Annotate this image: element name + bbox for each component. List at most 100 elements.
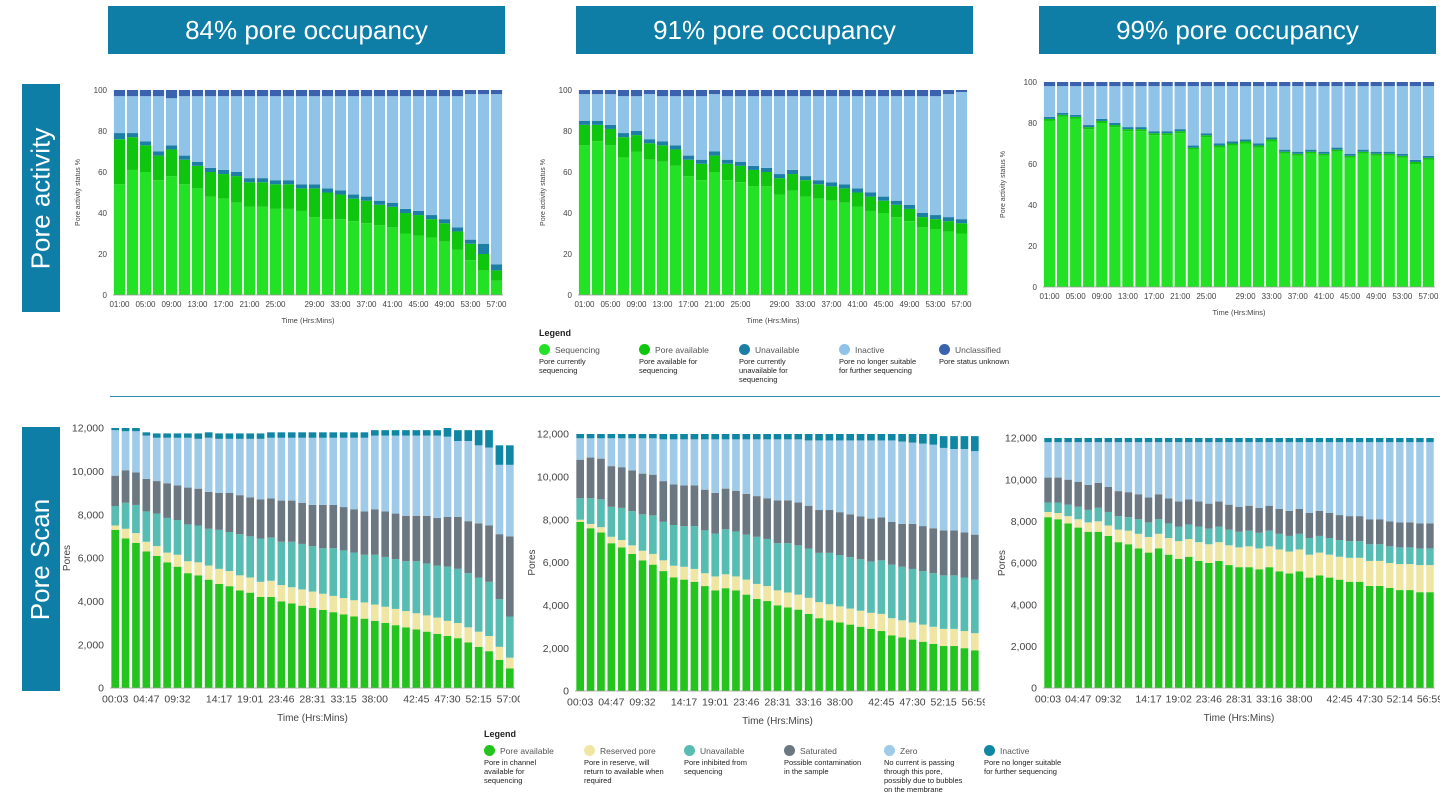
bar-segment-reserved-pore — [1074, 519, 1082, 528]
bar-segment-pore-available — [1370, 153, 1382, 156]
bar-segment-reserved-pore — [607, 536, 616, 544]
bar-segment-inactive — [178, 96, 191, 156]
bar-segment-pore-available — [1054, 519, 1062, 688]
bar-segment-pore-available — [490, 270, 503, 281]
bar-segment-inactive — [438, 96, 451, 220]
bar-segment-inactive — [191, 96, 204, 162]
bar-segment-inactive — [1215, 438, 1223, 443]
bar-segment-sequencing — [890, 217, 903, 295]
legend-item-inactive: Inactive Pore no longer suitable for fur… — [984, 745, 1084, 794]
bar-segment-inactive — [477, 94, 490, 244]
bar-segment-unavailable — [1044, 502, 1052, 512]
bar-segment-saturated — [454, 516, 462, 569]
bar-segment-pore-available — [708, 155, 721, 172]
bar-segment-reserved-pore — [804, 597, 813, 614]
bar-segment-inactive — [763, 434, 771, 440]
bar-segment-unavailable — [1135, 127, 1147, 130]
bar-segment-saturated — [184, 487, 192, 525]
bar-segment-zero — [474, 445, 483, 524]
bar-segment-saturated — [887, 521, 896, 565]
x-tick-label: 52:15 — [931, 697, 957, 709]
bar-segment-unclassified — [347, 90, 360, 97]
bar-segment-inactive — [1252, 86, 1265, 144]
bar-segment-pore-available — [1265, 567, 1273, 688]
bar-segment-reserved-pore — [1094, 521, 1102, 532]
bar-segment-zero — [402, 435, 410, 516]
bar-segment-unclassified — [464, 90, 477, 95]
bar-segment-zero — [1355, 442, 1364, 517]
bar-segment-unavailable — [1396, 153, 1408, 156]
bar-segment-inactive — [887, 434, 896, 441]
bar-segment-unavailable — [269, 180, 282, 185]
bar-segment-unclassified — [864, 90, 877, 97]
bar-segment-reserved-pore — [1335, 556, 1344, 580]
bar-segment-unclassified — [1226, 82, 1239, 87]
x-tick-label: 09:00 — [1092, 292, 1113, 301]
bar-segment-pore-available — [1396, 155, 1408, 158]
bar-segment-zero — [867, 440, 875, 519]
bar-segment-reserved-pore — [586, 523, 595, 529]
bar-segment-zero — [111, 430, 120, 476]
bar-segment-unavailable — [1426, 548, 1434, 566]
bar-segment-reserved-pore — [1124, 530, 1133, 545]
bar-segment-unavailable — [1239, 139, 1252, 142]
bar-segment-reserved-pore — [443, 620, 452, 636]
bar-segment-unclassified — [152, 90, 165, 97]
bar-segment-pore-available — [607, 543, 616, 691]
bar-segment-unclassified — [295, 90, 308, 97]
bar-segment-pore-available — [215, 584, 223, 688]
bar-segment-reserved-pore — [360, 602, 369, 619]
bar-segment-unavailable — [742, 534, 751, 580]
bar-segment-inactive — [617, 96, 630, 134]
bar-segment-sequencing — [425, 237, 438, 295]
bar-segment-pore-available — [747, 169, 760, 187]
bar-segment-sequencing — [695, 180, 708, 295]
bar-segment-reserved-pore — [1365, 560, 1374, 586]
bar-segment-saturated — [1285, 510, 1293, 536]
y-tick-label: 4,000 — [1011, 599, 1037, 611]
bar-segment-saturated — [1164, 498, 1173, 524]
x-tick-label: 09:00 — [161, 300, 182, 309]
bar-segment-reserved-pore — [1205, 544, 1213, 563]
bar-segment-unavailable — [308, 184, 321, 189]
bar-segment-inactive — [734, 96, 747, 162]
bar-segment-reserved-pore — [495, 646, 504, 660]
bar-segment-unavailable — [1406, 547, 1414, 565]
bar-segment-inactive — [243, 96, 256, 179]
bar-segment-inactive — [825, 96, 838, 183]
x-tick-label: 21:00 — [704, 300, 725, 309]
bar-segment-pore-available — [287, 603, 296, 688]
bar-segment-reserved-pore — [194, 562, 203, 576]
bar-segment-zero — [505, 464, 514, 537]
bar-segment-unavailable — [1344, 153, 1356, 156]
bar-segment-unavailable — [690, 526, 699, 569]
pore-activity-chart-84: 0 20 40 60 80 100 01:00 05:00 09:00 13:00 17:00 21:… — [75, 86, 507, 325]
side-label-pore-scan: Pore Scan — [22, 427, 60, 691]
y-tick-label: 60 — [98, 168, 107, 177]
bar-segment-unavailable — [505, 616, 514, 658]
bar-segment-inactive — [443, 428, 452, 437]
bar-segment-unavailable — [1054, 502, 1062, 513]
bar-segment-zero — [784, 439, 792, 501]
bar-segment-zero — [184, 437, 192, 488]
bar-segment-sequencing — [347, 221, 360, 295]
x-tick-label: 33:16 — [796, 697, 822, 709]
bar-segment-inactive — [464, 430, 473, 441]
bar-segment-zero — [1144, 442, 1153, 498]
bar-segment-pore-available — [638, 560, 647, 691]
bar-segment-unclassified — [890, 90, 903, 97]
bar-segment-unclassified — [877, 90, 890, 97]
bar-segment-inactive — [1383, 86, 1395, 152]
bar-segment-unavailable — [835, 555, 844, 607]
bar-segment-sequencing — [204, 196, 217, 295]
bar-segment-inactive — [1124, 438, 1133, 443]
legend-item-unavailable: Unavailable Pore inhibited from sequenci… — [684, 745, 784, 794]
bar-segment-reserved-pore — [1265, 546, 1273, 568]
y-tick-label: 6,000 — [78, 553, 104, 565]
bar-segment-reserved-pore — [1054, 513, 1062, 520]
bar-segment-saturated — [1335, 515, 1344, 541]
bar-segment-unavailable — [649, 515, 657, 554]
bar-segment-inactive — [163, 433, 171, 438]
bar-segment-zero — [1104, 442, 1113, 487]
bar-segment-unavailable — [721, 159, 734, 164]
